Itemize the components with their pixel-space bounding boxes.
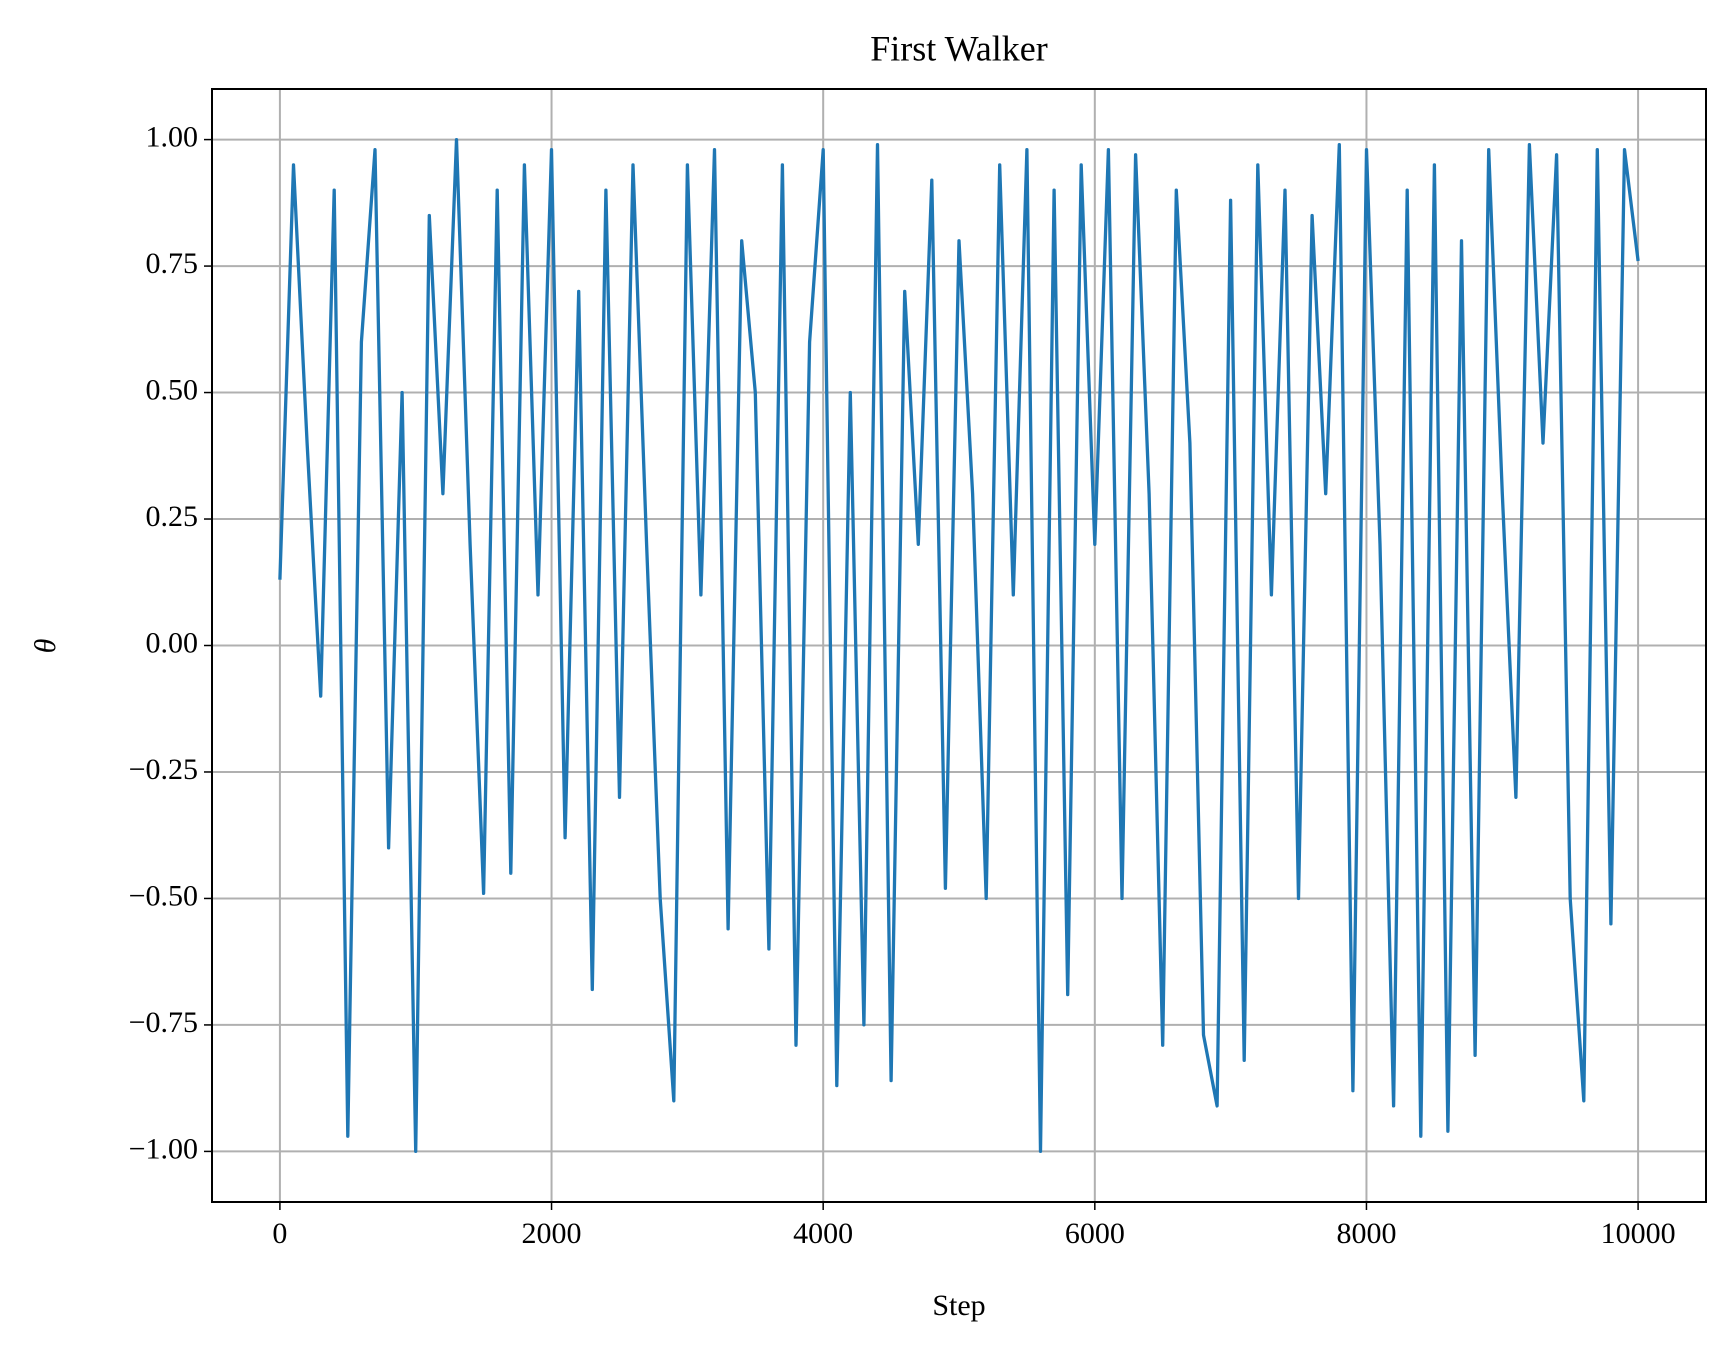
y-tick-label: 0.50 <box>146 373 199 406</box>
chart-title: First Walker <box>870 28 1047 68</box>
x-axis-label: Step <box>932 1289 985 1322</box>
x-tick-label: 4000 <box>793 1217 853 1250</box>
y-tick-label: 0.00 <box>146 626 199 659</box>
y-axis-label: θ <box>29 638 62 653</box>
y-tick-label: −1.00 <box>129 1132 198 1165</box>
x-tick-label: 8000 <box>1336 1217 1396 1250</box>
y-tick-label: −0.50 <box>129 879 198 912</box>
x-tick-label: 10000 <box>1601 1217 1676 1250</box>
y-tick-label: −0.75 <box>129 1006 198 1039</box>
x-tick-label: 2000 <box>522 1217 582 1250</box>
plot-frame <box>211 88 1707 1203</box>
x-tick-label: 0 <box>272 1217 287 1250</box>
data-line <box>278 137 1640 1154</box>
y-tick-label: 1.00 <box>146 120 199 153</box>
x-tick-label: 6000 <box>1065 1217 1125 1250</box>
y-tick-label: 0.75 <box>146 247 199 280</box>
y-tick-label: 0.25 <box>146 500 199 533</box>
y-tick-label: −0.25 <box>129 753 198 786</box>
